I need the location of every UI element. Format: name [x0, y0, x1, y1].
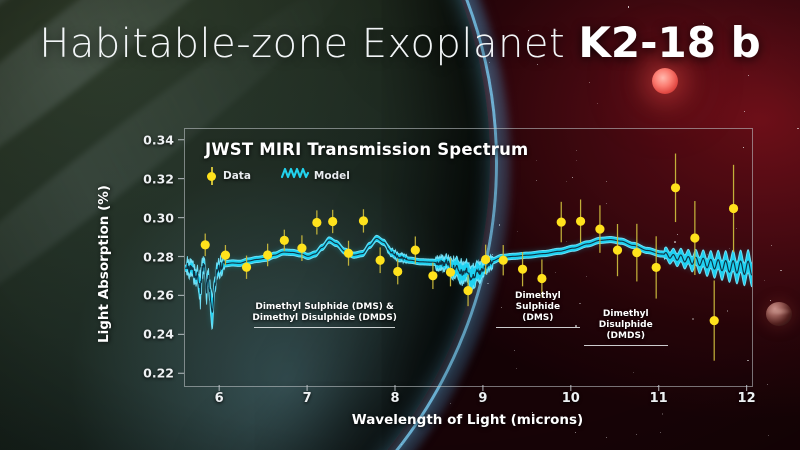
x-tick-label: 9 [478, 391, 488, 406]
page-title-thin: Habitable-zone Exoplanet [39, 21, 579, 67]
chart-title: JWST MIRI Transmission Spectrum [205, 140, 529, 159]
y-tick-label: 0.28 [143, 249, 174, 264]
data-marker-icon [206, 166, 218, 185]
x-tick-label: 12 [737, 391, 756, 406]
annotation-label: Dimethyl Sulphide (DMS) & Dimethyl Disul… [252, 301, 397, 323]
x-tick-label: 7 [302, 391, 312, 406]
annotation-range-bar [254, 326, 395, 328]
legend-label-data: Data [223, 169, 251, 182]
x-tick-label: 8 [390, 391, 400, 406]
y-tick-label: 0.22 [143, 365, 174, 381]
x-axis-title: Wavelength of Light (microns) [351, 412, 584, 428]
chart-annotation: Dimethyl Disulphide (DMDS) [570, 309, 682, 347]
page-title: Habitable-zone Exoplanet K2-18 b [0, 18, 800, 67]
chart-annotation: Dimethyl Sulphide (DMS) & Dimethyl Disul… [240, 302, 409, 328]
y-tick-label: 0.34 [143, 132, 174, 148]
y-tick-labels: 0.22 0.24 0.26 0.28 0.30 0.32 0.34 [106, 0, 174, 450]
chart-legend: Data Model [206, 166, 350, 185]
x-tick-labels: 6 7 8 9 10 11 12 [0, 391, 800, 411]
x-tick-label: 11 [649, 391, 668, 406]
chart-annotation: Dimethyl Sulphide (DMS) [482, 291, 594, 328]
y-tick-label: 0.30 [143, 210, 174, 226]
annotation-label: Dimethyl Sulphide (DMS) [514, 290, 561, 323]
y-tick-label: 0.24 [143, 326, 174, 342]
annotation-range-bar [496, 326, 580, 328]
model-wave-icon [280, 166, 309, 185]
chart-series-svg [185, 153, 752, 361]
chart-plot-area [184, 128, 753, 387]
legend-label-model: Model [313, 169, 350, 182]
legend-item-model: Model [280, 166, 350, 185]
x-tick-label: 10 [561, 391, 580, 406]
annotation-label: Dimethyl Disulphide (DMDS) [598, 309, 653, 342]
annotation-range-bar [584, 345, 668, 347]
x-tick-label: 6 [214, 391, 224, 406]
y-tick-label: 0.26 [143, 287, 174, 303]
legend-item-data: Data [206, 166, 251, 185]
y-axis-title: Light Absorption (%) [96, 185, 112, 343]
y-tick-label: 0.32 [143, 171, 174, 187]
page-title-bold: K2-18 b [578, 18, 761, 67]
